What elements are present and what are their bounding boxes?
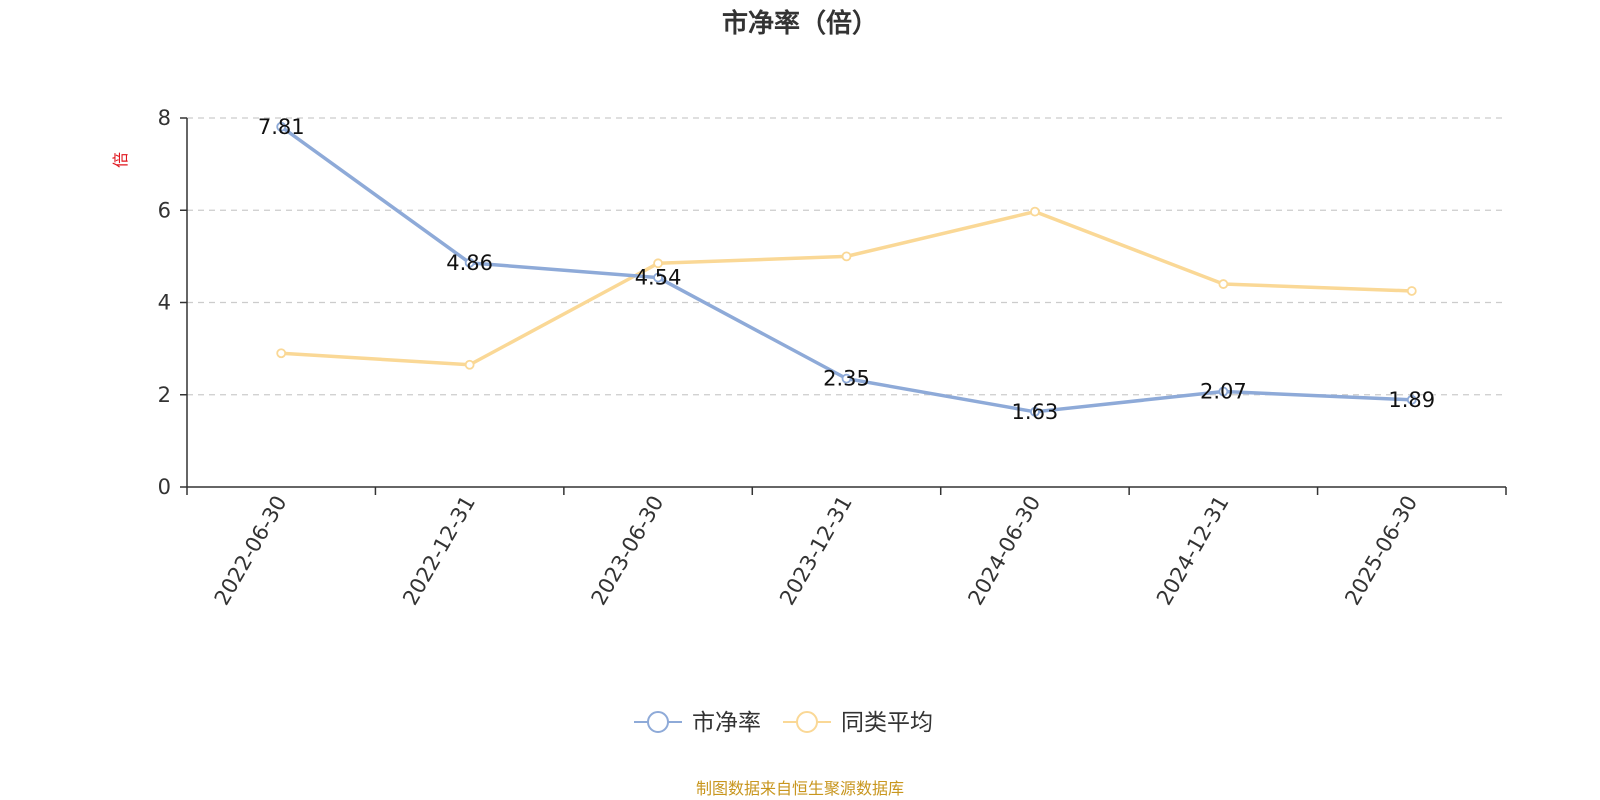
- data-label: 4.86: [446, 251, 493, 275]
- data-point[interactable]: [1030, 206, 1040, 217]
- y-tick-label: 8: [158, 106, 171, 130]
- y-axis-label: 倍: [111, 152, 130, 168]
- data-point[interactable]: [464, 359, 475, 370]
- data-label: 7.81: [258, 115, 305, 139]
- legend-label: 市净率: [692, 710, 761, 736]
- legend-item[interactable]: 同类平均: [783, 710, 933, 736]
- legend-label: 同类平均: [841, 710, 933, 736]
- y-tick-label: 4: [158, 291, 171, 315]
- series: [276, 121, 1417, 417]
- x-tick-label: 2024-12-31: [1152, 492, 1234, 610]
- data-point[interactable]: [276, 121, 287, 132]
- chart-title: 市净率（倍）: [722, 8, 878, 39]
- y-tick-label: 0: [158, 475, 171, 499]
- data-point[interactable]: [1406, 394, 1417, 405]
- data-point[interactable]: [1218, 279, 1229, 289]
- series-line: [281, 209, 1412, 367]
- x-tick-label: 2022-06-30: [210, 492, 292, 610]
- x-tick-label: 2022-12-31: [398, 491, 480, 609]
- x-tick-label: 2025-06-30: [1340, 492, 1422, 610]
- data-label: 4.54: [635, 266, 682, 290]
- data-label: 1.89: [1388, 388, 1435, 412]
- data-label: 1.63: [1012, 400, 1059, 424]
- data-label: 2.07: [1200, 380, 1247, 404]
- legend[interactable]: 市净率 同类平均: [634, 710, 933, 736]
- x-tick-label: 2023-06-30: [587, 492, 669, 610]
- source-note: 制图数据来自恒生聚源数据库: [696, 779, 904, 798]
- x-tick-label: 2024-06-30: [963, 492, 1045, 610]
- data-point[interactable]: [464, 257, 475, 268]
- data-point[interactable]: [841, 251, 852, 262]
- legend-marker-icon: [796, 711, 818, 733]
- data-labels: 7.81 4.86 4.54 2.35 1.63 2.07 1.89: [258, 115, 1435, 424]
- data-point[interactable]: [653, 272, 663, 283]
- data-point[interactable]: [841, 373, 852, 384]
- legend-marker-icon: [647, 711, 669, 733]
- y-tick-label: 6: [158, 198, 171, 222]
- data-point[interactable]: [653, 258, 663, 269]
- x-tick-label: 2023-12-31: [775, 492, 857, 610]
- y-tick-label: 2: [158, 383, 171, 407]
- data-point[interactable]: [1406, 286, 1417, 296]
- legend-item[interactable]: 市净率: [634, 710, 761, 736]
- data-point[interactable]: [276, 348, 287, 359]
- data-label: 2.35: [823, 367, 870, 391]
- data-point[interactable]: [1030, 406, 1040, 417]
- data-point[interactable]: [1218, 386, 1229, 397]
